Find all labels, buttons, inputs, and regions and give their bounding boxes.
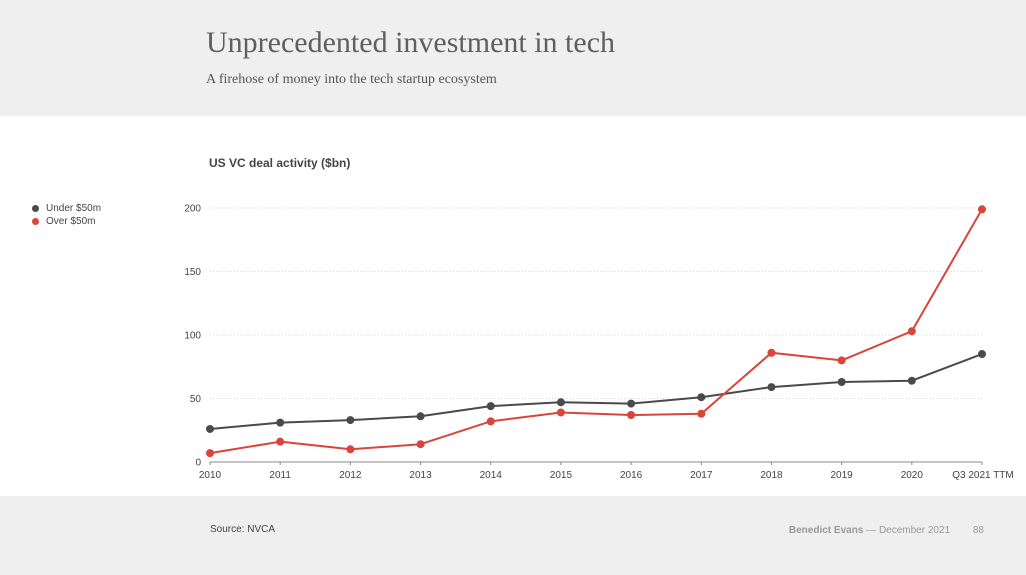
data-point-0-9 (837, 377, 846, 386)
x-tick-label: 2014 (480, 470, 503, 481)
page-subtitle: A firehose of money into the tech startu… (206, 72, 497, 87)
footer-credit: Benedict Evans — December 2021 88 (789, 525, 984, 536)
chart-panel (0, 116, 1026, 496)
x-tick-label: 2013 (409, 470, 432, 481)
legend-label-over-50m: Over $50m (46, 216, 96, 227)
y-tick-label: 150 (184, 267, 201, 278)
legend-item-over-50m: Over $50m (32, 215, 101, 228)
x-tick-label: 2015 (550, 470, 573, 481)
y-tick-label: 100 (184, 331, 201, 342)
header-band: Unprecedented investment in tech A fireh… (0, 0, 1026, 116)
x-tick-label: 2017 (690, 470, 713, 481)
legend-swatch-over-50m (32, 218, 39, 225)
page-title: Unprecedented investment in tech (206, 26, 616, 59)
footer-source: Source: NVCA (210, 524, 276, 535)
data-point-1-7 (697, 409, 706, 418)
x-tick-label: 2011 (269, 470, 291, 481)
data-point-1-5 (556, 408, 565, 417)
legend-label-under-50m: Under $50m (46, 203, 102, 214)
data-point-0-8 (767, 383, 776, 392)
data-point-0-2 (346, 416, 355, 425)
data-point-0-1 (276, 418, 285, 427)
footer-date: December 2021 (878, 525, 951, 536)
data-point-1-4 (486, 417, 495, 426)
data-point-1-0 (206, 449, 214, 458)
data-point-1-6 (627, 411, 636, 420)
data-point-1-1 (276, 437, 285, 446)
data-point-0-7 (697, 393, 706, 402)
x-tick-label: 2020 (901, 470, 924, 481)
data-point-1-3 (416, 440, 425, 449)
x-tick-label: 2012 (339, 470, 362, 481)
x-tick-label: 2010 (199, 470, 222, 481)
footer-page-number: 88 (972, 525, 984, 536)
series-line-0 (209, 353, 983, 430)
data-point-0-3 (416, 412, 425, 421)
chart-legend: Under $50m Over $50m (32, 202, 101, 228)
data-point-0-10 (907, 376, 916, 385)
x-tick-label: Q3 2021 TTM (952, 470, 1014, 481)
grid-lines (210, 207, 982, 399)
legend-swatch-under-50m (32, 205, 39, 212)
data-point-1-11 (978, 205, 986, 214)
data-point-1-9 (837, 356, 846, 365)
data-point-1-2 (346, 445, 355, 454)
data-point-0-5 (556, 398, 565, 407)
footer-author: Benedict Evans (788, 525, 864, 536)
data-point-0-6 (627, 399, 636, 408)
axes: 0 50 100 150 200 2010 2011 2012 2013 2014 2015 2016… (184, 204, 1013, 482)
y-tick-label: 0 (195, 458, 201, 469)
data-point-0-4 (486, 402, 495, 411)
y-tick-label: 50 (190, 394, 202, 405)
y-tick-label: 200 (184, 204, 201, 215)
series-line-1 (209, 208, 983, 455)
footer-separator: — (866, 525, 877, 536)
legend-item-under-50m: Under $50m (32, 202, 101, 215)
x-tick-label: 2016 (620, 470, 643, 481)
series-layer (206, 205, 986, 458)
x-tick-label: 2018 (760, 470, 783, 481)
data-point-0-0 (206, 424, 214, 433)
data-point-1-10 (907, 327, 916, 336)
data-point-1-8 (767, 348, 776, 357)
x-tick-label: 2019 (831, 470, 854, 481)
chart-title: US VC deal activity ($bn) (209, 156, 351, 170)
data-point-0-11 (978, 350, 986, 359)
